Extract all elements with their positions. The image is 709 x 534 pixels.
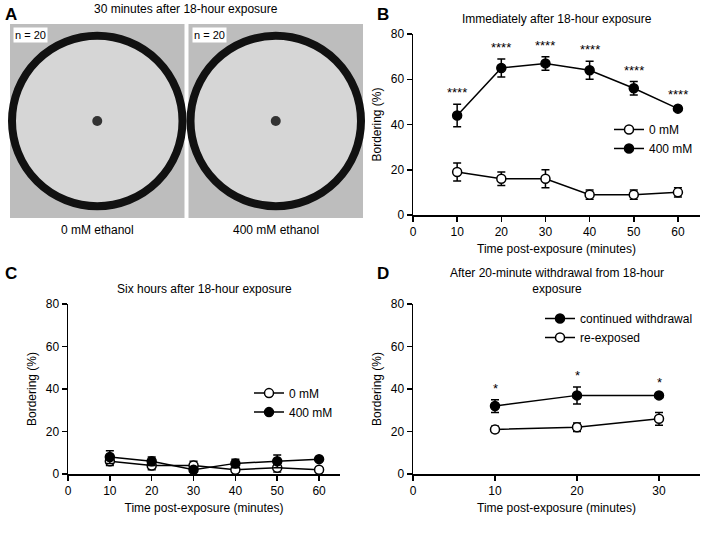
svg-text:****: **** [491,40,511,55]
svg-text:400 mM: 400 mM [289,406,332,420]
svg-text:n = 20: n = 20 [194,29,225,41]
svg-text:10: 10 [103,484,117,498]
svg-text:****: **** [668,87,688,102]
svg-text:continued withdrawal: continued withdrawal [580,312,692,326]
svg-text:0 mM: 0 mM [289,387,319,401]
svg-text:60: 60 [671,225,685,239]
svg-text:Time post-exposure (minutes): Time post-exposure (minutes) [477,242,636,256]
svg-text:0: 0 [65,484,72,498]
svg-text:0: 0 [410,225,417,239]
svg-text:A: A [5,5,17,24]
svg-text:****: **** [624,63,644,78]
svg-text:*: * [493,381,498,396]
svg-text:80: 80 [391,297,405,311]
svg-text:40: 40 [583,225,597,239]
svg-text:0 mM ethanol: 0 mM ethanol [61,223,134,237]
svg-text:20: 20 [391,163,405,177]
svg-text:Bordering (%): Bordering (%) [25,352,39,426]
svg-text:0: 0 [410,484,417,498]
svg-text:400 mM: 400 mM [649,142,692,156]
svg-text:50: 50 [627,225,641,239]
svg-text:Six hours after 18-hour exposu: Six hours after 18-hour exposure [117,282,292,296]
svg-text:0: 0 [397,467,404,481]
svg-text:20: 20 [145,484,159,498]
svg-text:60: 60 [312,484,326,498]
svg-text:0: 0 [397,208,404,222]
svg-text:re-exposed: re-exposed [580,331,640,345]
svg-text:*: * [657,375,662,390]
svg-text:10: 10 [450,225,464,239]
svg-text:D: D [377,264,389,283]
svg-text:C: C [5,264,17,283]
svg-text:40: 40 [391,118,405,132]
svg-text:40: 40 [391,382,405,396]
svg-text:60: 60 [46,340,60,354]
svg-text:40: 40 [46,382,60,396]
svg-text:80: 80 [391,27,405,41]
svg-text:Bordering (%): Bordering (%) [370,352,384,426]
svg-text:0 mM: 0 mM [649,123,679,137]
svg-text:n = 20: n = 20 [15,29,46,41]
svg-text:After 20-minute withdrawal fro: After 20-minute withdrawal from 18-houre… [450,266,664,296]
svg-text:*: * [575,368,580,383]
svg-text:80: 80 [46,297,60,311]
svg-text:30: 30 [539,225,553,239]
svg-text:0: 0 [52,467,59,481]
svg-text:Bordering (%): Bordering (%) [370,87,384,161]
svg-text:Time post-exposure (minutes): Time post-exposure (minutes) [477,501,636,515]
svg-text:B: B [377,5,389,24]
svg-text:****: **** [447,85,467,100]
svg-text:****: **** [535,38,555,53]
svg-text:60: 60 [391,72,405,86]
svg-text:****: **** [580,42,600,57]
svg-text:20: 20 [495,225,509,239]
svg-text:20: 20 [46,425,60,439]
svg-text:30: 30 [187,484,201,498]
svg-text:40: 40 [229,484,243,498]
svg-text:20: 20 [391,425,405,439]
svg-text:Time post-exposure (minutes): Time post-exposure (minutes) [125,501,284,515]
svg-text:50: 50 [271,484,285,498]
svg-text:400 mM ethanol: 400 mM ethanol [233,223,319,237]
svg-text:10: 10 [488,484,502,498]
svg-text:Immediately after 18-hour expo: Immediately after 18-hour exposure [462,12,652,26]
svg-text:20: 20 [570,484,584,498]
svg-text:30: 30 [652,484,666,498]
svg-text:60: 60 [391,340,405,354]
svg-text:30 minutes after 18-hour expos: 30 minutes after 18-hour exposure [94,2,278,16]
